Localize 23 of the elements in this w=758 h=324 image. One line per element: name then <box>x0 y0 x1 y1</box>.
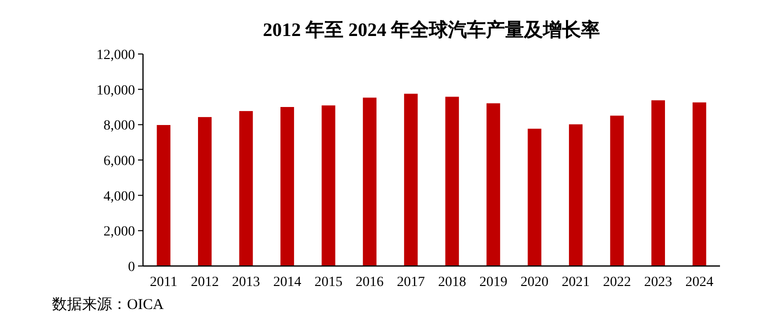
xtick: 2017 <box>396 275 425 290</box>
ytick: 10,000 <box>96 83 135 98</box>
xtick: 2014 <box>273 275 302 290</box>
xtick: 2024 <box>685 275 714 290</box>
xtick: 2018 <box>438 275 466 290</box>
title: 2012 年至 2024 年全球汽车产量及增长率 <box>262 20 600 41</box>
ytick: 8,000 <box>104 118 135 134</box>
xtick: 2023 <box>644 275 672 290</box>
xtick: 2011 <box>150 275 178 290</box>
ytick: 4,000 <box>104 189 135 204</box>
annotation: 数据来源：OICA <box>52 297 164 313</box>
xtick: 2016 <box>356 275 384 290</box>
ytick: 6,000 <box>104 154 135 169</box>
ytick: 2,000 <box>104 224 135 240</box>
xtick: 2019 <box>479 275 508 290</box>
xtick: 2022 <box>602 275 631 290</box>
xtick: 2021 <box>562 275 590 290</box>
xtick: 2012 <box>190 275 219 290</box>
ytick: 12,000 <box>96 48 135 63</box>
xtick: 2020 <box>520 275 549 290</box>
ytick: 0 <box>128 260 135 275</box>
xtick: 2013 <box>232 275 260 290</box>
xtick: 2015 <box>314 275 342 290</box>
